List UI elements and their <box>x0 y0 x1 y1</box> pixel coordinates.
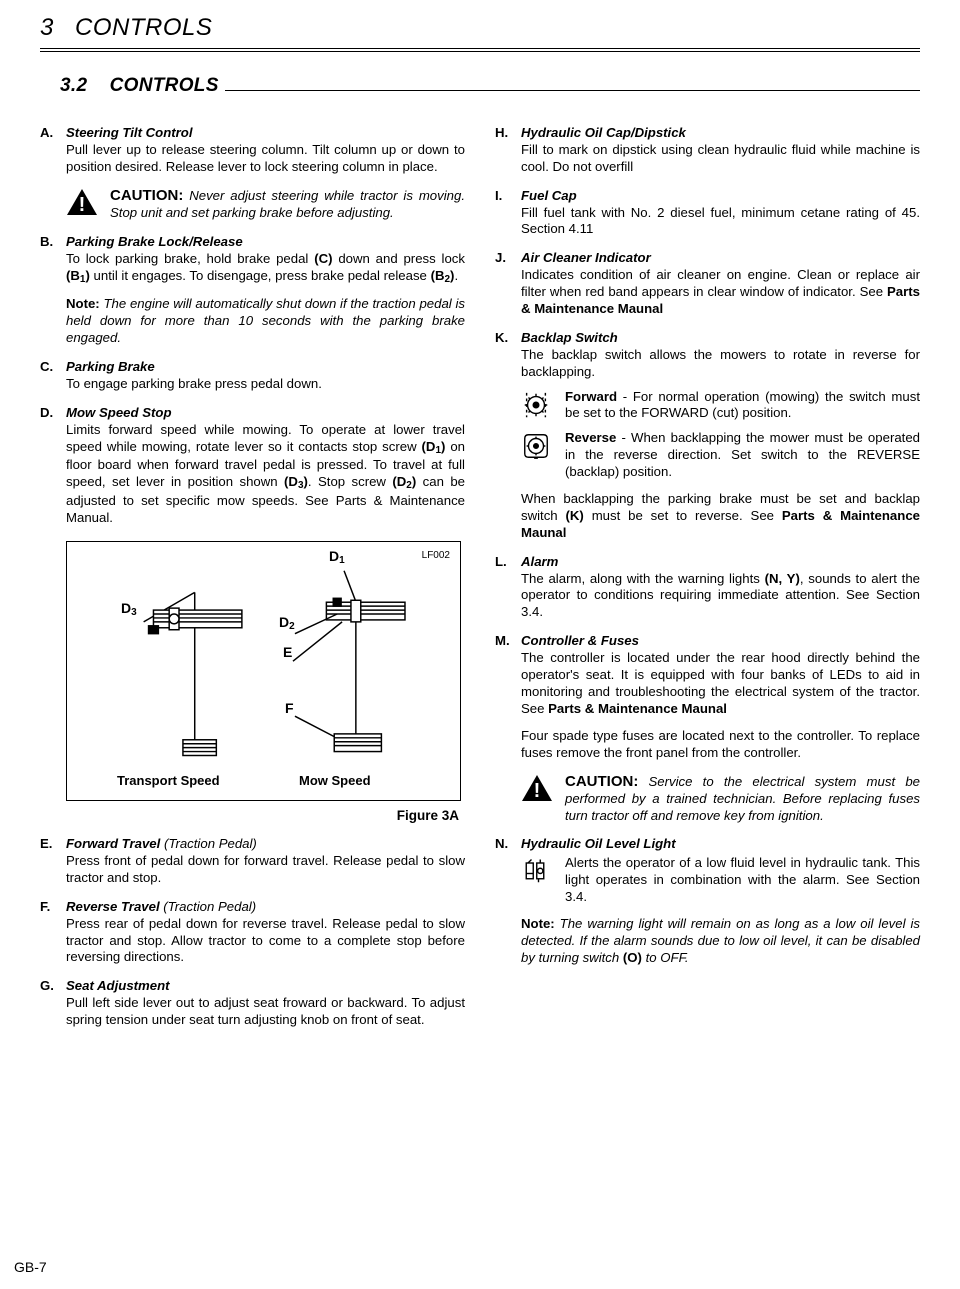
caution-lead: CAUTION: <box>565 773 638 790</box>
reverse-row: Reverse - When backlapping the mower mus… <box>521 430 920 481</box>
item-text: Pull lever up to release steering column… <box>66 142 465 174</box>
item-text: Press rear of pedal down for reverse tra… <box>66 916 465 965</box>
item-a: A. Steering Tilt Control Pull lever up t… <box>40 125 465 176</box>
item-letter: G. <box>40 978 66 1029</box>
forward-icon <box>521 390 557 420</box>
item-letter: F. <box>40 899 66 967</box>
item-letter: J. <box>495 250 521 318</box>
item-f: F. Reverse Travel (Traction Pedal) Press… <box>40 899 465 967</box>
svg-text:!: ! <box>534 780 541 802</box>
item-letter: N. <box>495 836 521 853</box>
figure-3a: LF002 D1 D3 D2 E F <box>66 541 461 801</box>
item-c: C. Parking Brake To engage parking brake… <box>40 359 465 393</box>
item-text: Fill to mark on dipstick using clean hyd… <box>521 142 920 174</box>
warning-icon: ! <box>66 188 102 216</box>
warning-icon: ! <box>521 774 557 802</box>
item-k: K. Backlap Switch The backlap switch all… <box>495 330 920 381</box>
note-lead: Note: <box>66 296 100 311</box>
item-letter: I. <box>495 188 521 239</box>
item-d: D. Mow Speed Stop Limits forward speed w… <box>40 405 465 527</box>
item-letter: B. <box>40 234 66 347</box>
item-text: The backlap switch allows the mowers to … <box>521 347 920 379</box>
oil-level-icon <box>521 856 557 884</box>
item-letter: A. <box>40 125 66 176</box>
caution-m: ! CAUTION: Service to the electrical sys… <box>521 772 920 825</box>
item-text: To engage parking brake press pedal down… <box>66 376 322 391</box>
label-mow: Mow Speed <box>299 773 371 790</box>
item-l: L. Alarm The alarm, along with the warni… <box>495 554 920 622</box>
section-number: 3.2 <box>60 75 87 96</box>
forward-row: Forward - For normal operation (mowing) … <box>521 389 920 423</box>
item-letter: M. <box>495 633 521 761</box>
caution-lead: CAUTION: <box>110 187 183 204</box>
page-number: GB-7 <box>14 1259 47 1275</box>
content-columns: A. Steering Tilt Control Pull lever up t… <box>40 113 920 1029</box>
item-letter: L. <box>495 554 521 622</box>
item-text: Pull left side lever out to adjust seat … <box>66 995 465 1027</box>
item-title: Steering Tilt Control <box>66 125 193 140</box>
item-title: Air Cleaner Indicator <box>521 250 651 265</box>
chapter-title: CONTROLS <box>75 14 212 41</box>
oil-level-row: Alerts the operator of a low fluid level… <box>521 855 920 906</box>
item-h: H. Hydraulic Oil Cap/Dipstick Fill to ma… <box>495 125 920 176</box>
item-b: B. Parking Brake Lock/Release To lock pa… <box>40 234 465 347</box>
item-text: Press front of pedal down for forward tr… <box>66 853 465 885</box>
item-title: Seat Adjustment <box>66 978 170 993</box>
caution-a: ! CAUTION: Never adjust steering while t… <box>66 186 465 222</box>
item-title: Parking Brake Lock/Release <box>66 234 243 249</box>
item-j: J. Air Cleaner Indicator Indicates condi… <box>495 250 920 318</box>
item-letter: D. <box>40 405 66 527</box>
item-g: G. Seat Adjustment Pull left side lever … <box>40 978 465 1029</box>
item-title: Alarm <box>521 554 558 569</box>
section-header: 3.2 CONTROLS <box>60 72 920 99</box>
svg-text:!: ! <box>79 194 86 216</box>
item-title: Parking Brake <box>66 359 155 374</box>
label-transport: Transport Speed <box>117 773 220 790</box>
section-title: CONTROLS <box>110 75 219 96</box>
item-i: I. Fuel Cap Fill fuel tank with No. 2 di… <box>495 188 920 239</box>
item-text: Fill fuel tank with No. 2 diesel fuel, m… <box>521 205 920 237</box>
item-title: Controller & Fuses <box>521 633 639 648</box>
item-e: E. Forward Travel (Traction Pedal) Press… <box>40 836 465 887</box>
item-title: Mow Speed Stop <box>66 405 172 420</box>
left-column: A. Steering Tilt Control Pull lever up t… <box>40 113 465 1029</box>
n-note: Note: The warning light will remain on a… <box>521 916 920 967</box>
item-m: M. Controller & Fuses The controller is … <box>495 633 920 761</box>
item-letter: H. <box>495 125 521 176</box>
item-title: Hydraulic Oil Cap/Dipstick <box>521 125 686 140</box>
item-title: Backlap Switch <box>521 330 618 345</box>
item-text: Alerts the operator of a low fluid level… <box>565 855 920 906</box>
k-followup: When backlapping the parking brake must … <box>521 491 920 542</box>
chapter-number: 3 <box>40 14 54 41</box>
item-letter: E. <box>40 836 66 887</box>
note-text: The engine will automatically shut down … <box>66 296 465 345</box>
item-letter: C. <box>40 359 66 393</box>
reverse-icon <box>521 431 557 461</box>
section-rule <box>225 72 920 91</box>
item-title: Fuel Cap <box>521 188 577 203</box>
item-letter: K. <box>495 330 521 381</box>
item-n: N. Hydraulic Oil Level Light <box>495 836 920 853</box>
chapter-header: 3 CONTROLS <box>40 14 920 52</box>
right-column: H. Hydraulic Oil Cap/Dipstick Fill to ma… <box>495 113 920 1029</box>
figure-caption: Figure 3A <box>40 807 459 824</box>
item-title: Hydraulic Oil Level Light <box>521 836 676 851</box>
